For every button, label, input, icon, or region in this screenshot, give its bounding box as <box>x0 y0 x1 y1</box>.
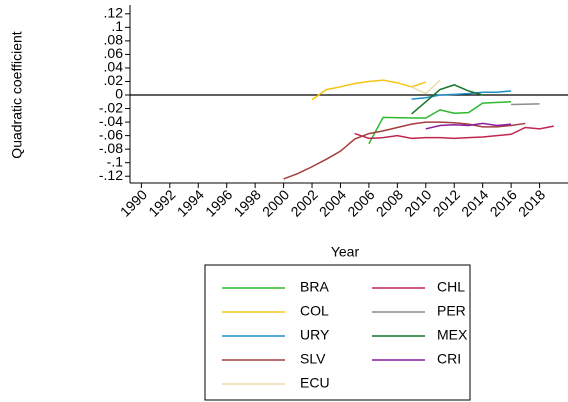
y-tick-label: -.1 <box>107 153 124 169</box>
series-line <box>283 121 526 180</box>
y-tick-label: .08 <box>104 32 124 48</box>
legend-label: MEX <box>437 327 468 343</box>
series-line <box>411 84 483 115</box>
y-tick-label: -.08 <box>99 140 123 156</box>
x-tick-label: 2000 <box>259 186 292 219</box>
x-tick-label: 2018 <box>515 186 548 219</box>
y-tick-label: -.12 <box>99 167 123 183</box>
y-tick-label: .06 <box>104 45 124 61</box>
legend-label: COL <box>300 303 329 319</box>
x-axis-label: Year <box>331 244 360 260</box>
legend-label: CHL <box>437 279 465 295</box>
legend-label: ECU <box>300 375 330 391</box>
y-tick-label: .12 <box>104 5 124 21</box>
y-tick-label: 0 <box>115 86 123 102</box>
y-axis-label: Quadratic coefficient <box>9 31 25 158</box>
y-tick-label: -.04 <box>99 113 123 129</box>
legend-label: PER <box>437 303 466 319</box>
y-tick-label: .02 <box>104 72 124 88</box>
x-tick-label: 1998 <box>231 186 264 219</box>
y-tick-label: -.02 <box>99 99 123 115</box>
x-tick-label: 2004 <box>316 186 349 219</box>
legend-box <box>204 264 471 401</box>
series-line <box>425 122 512 130</box>
x-tick-label: 2002 <box>287 186 320 219</box>
x-tick-label: 2006 <box>344 186 377 219</box>
series-line <box>411 79 441 95</box>
legend-label: SLV <box>300 351 326 367</box>
y-tick-label: .04 <box>104 59 124 75</box>
x-tick-label: 2008 <box>373 186 406 219</box>
x-tick-label: 1994 <box>174 186 207 219</box>
x-tick-label: 1992 <box>145 186 178 219</box>
x-tick-label: 2016 <box>487 186 520 219</box>
x-tick-label: 1996 <box>202 186 235 219</box>
x-tick-label: 2010 <box>401 186 434 219</box>
x-tick-label: 1990 <box>117 186 150 219</box>
legend-label: CRI <box>437 351 461 367</box>
series-line <box>368 101 512 145</box>
series-line <box>511 103 540 106</box>
y-tick-label: -.06 <box>99 126 123 142</box>
series-line <box>311 79 427 101</box>
legend-label: BRA <box>300 279 329 295</box>
y-tick-label: .1 <box>111 18 123 34</box>
series-line <box>354 125 554 140</box>
x-tick-label: 2012 <box>430 186 463 219</box>
legend-label: URY <box>300 327 330 343</box>
series-line <box>411 90 512 100</box>
x-tick-label: 2014 <box>458 186 491 219</box>
